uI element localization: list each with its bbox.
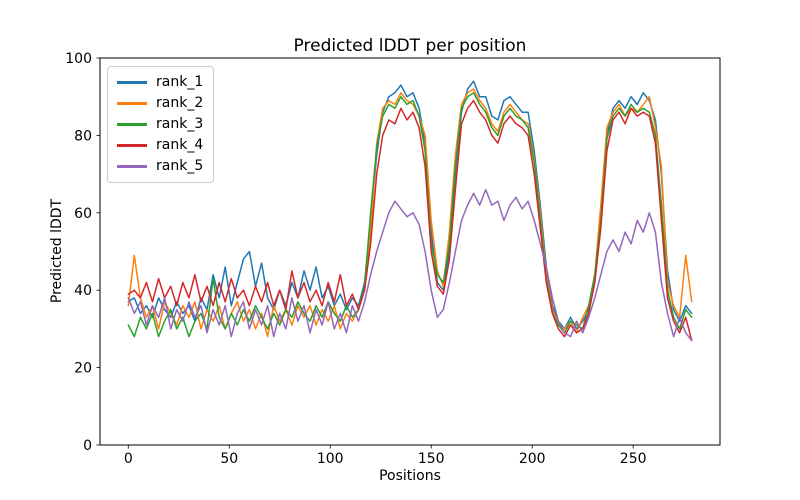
x-tick-label: 200 [519, 451, 546, 467]
y-tick-label: 0 [83, 438, 92, 454]
x-tick-label: 100 [317, 451, 344, 467]
y-tick-label: 60 [74, 206, 92, 222]
x-tick-label: 0 [124, 451, 133, 467]
legend-line-sample-rank_4 [117, 144, 147, 147]
x-tick-label: 50 [220, 451, 238, 467]
legend-line-sample-rank_2 [117, 102, 147, 105]
legend-label-rank_1: rank_1 [156, 74, 204, 90]
legend: rank_1 rank_2 rank_3 rank_4 rank_5 [107, 66, 215, 183]
series-line-rank_3 [127, 92, 693, 338]
series-line-rank_4 [127, 99, 693, 342]
legend-line-sample-rank_1 [117, 81, 147, 84]
x-tick-label: 150 [418, 451, 445, 467]
legend-item-rank_5: rank_5 [117, 156, 203, 177]
legend-label-rank_5: rank_5 [156, 158, 204, 174]
y-tick-label: 40 [74, 283, 92, 299]
x-tick-label: 250 [620, 451, 647, 467]
legend-item-rank_4: rank_4 [117, 135, 203, 156]
legend-label-rank_4: rank_4 [156, 137, 204, 153]
legend-item-rank_3: rank_3 [117, 114, 203, 135]
chart-title: Predicted lDDT per position [293, 36, 527, 56]
legend-label-rank_2: rank_2 [156, 95, 204, 111]
axes-frame [99, 57, 721, 446]
legend-item-rank_1: rank_1 [117, 72, 203, 93]
series-line-rank_5 [127, 188, 693, 342]
legend-item-rank_2: rank_2 [117, 93, 203, 114]
legend-line-sample-rank_5 [117, 165, 147, 168]
legend-line-sample-rank_3 [117, 123, 147, 126]
y-tick-label: 80 [74, 128, 92, 144]
legend-label-rank_3: rank_3 [156, 116, 204, 132]
x-axis-label: Positions [379, 468, 441, 484]
y-tick-label: 20 [74, 361, 92, 377]
y-tick-label: 100 [65, 51, 92, 67]
